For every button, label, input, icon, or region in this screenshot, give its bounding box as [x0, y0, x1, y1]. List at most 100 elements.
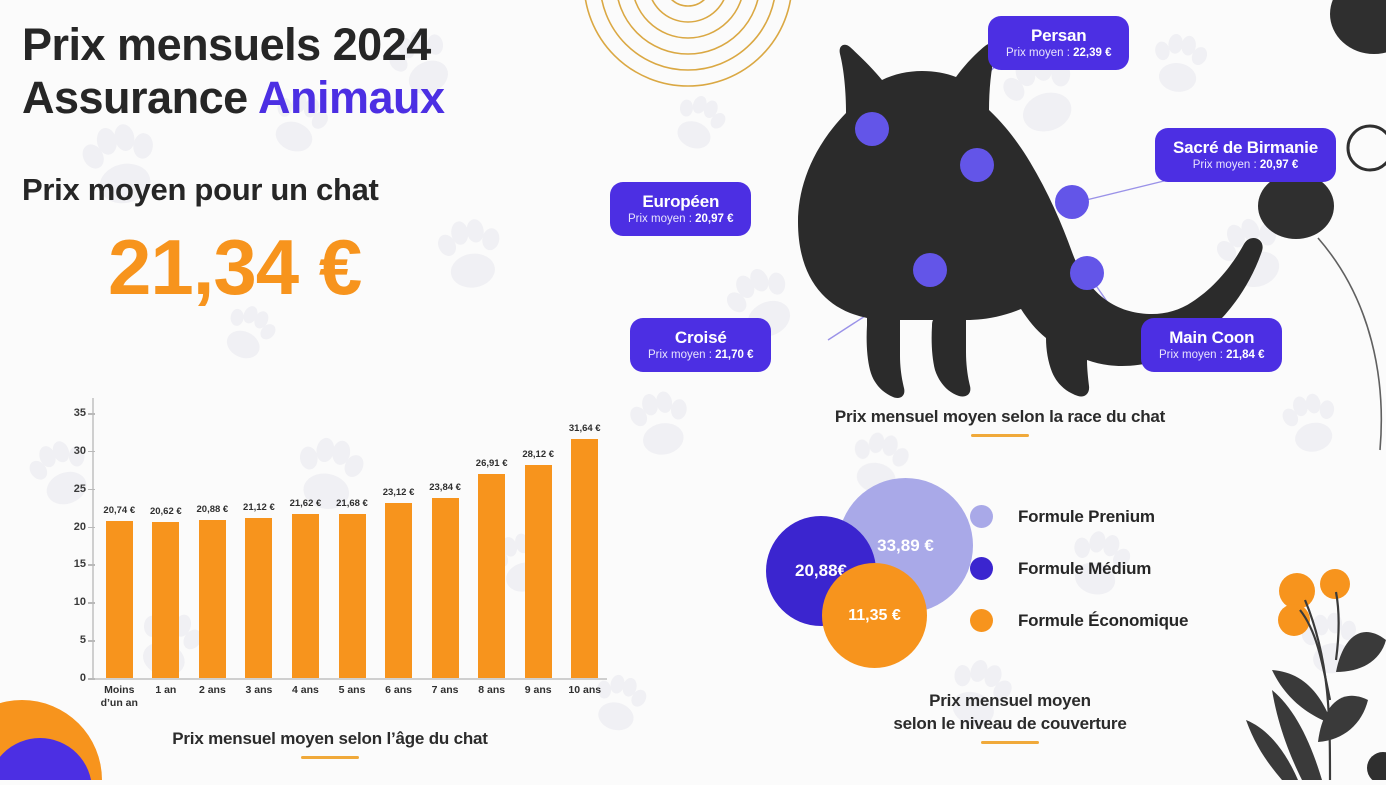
title-line-2: Assurance Animaux — [22, 71, 445, 124]
bar-value-label: 23,12 € — [382, 487, 415, 499]
bar-column[interactable]: 21,68 € — [329, 398, 376, 678]
caption-line-2: selon le niveau de couverture — [893, 713, 1127, 733]
bar[interactable] — [291, 514, 319, 678]
legend-color-dot — [970, 505, 993, 528]
breed-name: Main Coon — [1169, 328, 1255, 347]
x-axis-line — [92, 678, 607, 680]
breed-name: Européen — [642, 192, 720, 211]
subtitle: Prix moyen pour un chat — [22, 172, 379, 207]
coverage-legend: Formule Prenium Formule Médium Formule Éco… — [970, 505, 1188, 661]
bar-value-label: 20,88 € — [196, 504, 229, 515]
marker-dot-persan — [960, 148, 994, 182]
breed-name: Sacré de Birmanie — [1173, 138, 1318, 157]
x-axis-tick-label: 9 ans — [524, 684, 552, 696]
corner-circles-bottom-left — [0, 700, 102, 785]
bar-value-label: 31,64 € — [568, 422, 601, 434]
bar[interactable] — [385, 503, 413, 678]
breed-price-value: 22,39 € — [1073, 47, 1112, 60]
breed-price-value: 20,97 € — [1259, 159, 1299, 172]
age-bar-chart: 0 5 10 15 20 25 30 35 20,74 € 20,62 € 20,88 € 21,1… — [42, 398, 612, 718]
y-axis-line — [92, 398, 94, 678]
breed-marker-dots — [855, 112, 1104, 290]
bar-column[interactable]: 21,12 € — [236, 398, 283, 678]
age-chart-caption: Prix mensuel moyen selon l’âge du chat — [140, 728, 520, 759]
breed-price-label: Prix moyen : — [1192, 159, 1260, 172]
bar-column[interactable]: 28,12 € — [515, 398, 562, 678]
y-axis-tick — [88, 640, 95, 642]
caption-text: Prix mensuel moyen selon la race du chat — [834, 407, 1166, 426]
bar[interactable] — [478, 474, 506, 678]
x-axis-tick-label: Moins d’un an — [100, 684, 138, 710]
y-axis-tick — [88, 526, 95, 529]
bar-column[interactable]: 20,62 € — [143, 398, 190, 678]
y-axis-tick-label: 10 — [73, 596, 86, 609]
breed-price: Prix moyen : 20,97 € — [1173, 159, 1318, 171]
bar-column[interactable]: 23,84 € — [422, 398, 469, 678]
plant-decoration — [1246, 569, 1386, 781]
bar[interactable] — [198, 520, 226, 678]
bar-value-label: 20,62 € — [149, 505, 182, 517]
bar[interactable] — [338, 513, 366, 678]
breed-callout-persan[interactable]: Persan Prix moyen : 22,39 € — [988, 16, 1130, 71]
coverage-chart-caption: Prix mensuel moyen selon le niveau de co… — [845, 690, 1175, 744]
breed-price-value: 21,84 € — [1226, 349, 1265, 362]
legend-label: Formule Économique — [1018, 610, 1189, 630]
breed-price: Prix moyen : 21,84 € — [1159, 349, 1264, 361]
average-price-value: 21,34 € — [108, 223, 362, 311]
bar[interactable] — [245, 518, 273, 678]
y-axis-tick — [88, 564, 95, 566]
bar-value-label: 23,84 € — [429, 481, 461, 493]
breed-callout-europeen[interactable]: Européen Prix moyen : 20,97 € — [610, 182, 752, 237]
title-line-1: Prix mensuels 2024 — [22, 19, 431, 70]
legend-row[interactable]: Formule Prenium — [970, 505, 1188, 528]
legend-color-dot — [970, 557, 993, 580]
breed-callout-croise[interactable]: Croisé Prix moyen : 21,70 € — [630, 318, 772, 373]
legend-row[interactable]: Formule Médium — [970, 557, 1188, 580]
bar-series: 20,74 € 20,62 € 20,88 € 21,12 € 21,62 € 21,68… — [96, 398, 608, 678]
bar-value-label: 21,12 € — [243, 502, 275, 514]
caption-underline — [981, 740, 1039, 744]
thin-arc-decoration — [1317, 237, 1383, 451]
title-prefix: Assurance — [22, 72, 258, 124]
x-axis-tick-label: 5 ans — [338, 684, 366, 696]
coverage-bubble-chart: 20,88€ 33,89 € 11,35 € — [760, 468, 990, 668]
bar[interactable] — [152, 521, 180, 678]
bar-value-label: 21,68 € — [336, 497, 368, 509]
y-axis-tick — [88, 678, 95, 680]
bar-value-label: 21,62 € — [289, 498, 322, 510]
breed-callout-birmanie[interactable]: Sacré de Birmanie Prix moyen : 20,97 € — [1155, 128, 1336, 183]
dark-dot-decoration — [1367, 752, 1386, 784]
legend-row[interactable]: Formule Économique — [970, 609, 1188, 632]
breed-price: Prix moyen : 20,97 € — [628, 213, 733, 225]
y-axis-tick-label: 5 — [79, 634, 86, 647]
bar-column[interactable]: 26,91 € — [468, 398, 515, 678]
breed-callout-maincoon[interactable]: Main Coon Prix moyen : 21,84 € — [1141, 318, 1283, 373]
breed-price-label: Prix moyen : — [1159, 349, 1227, 362]
bar-column[interactable]: 23,12 € — [375, 398, 422, 678]
y-axis-tick — [88, 413, 95, 415]
legend-color-dot — [970, 609, 993, 632]
legend-label: Formule Médium — [1018, 558, 1152, 578]
breed-chart-caption: Prix mensuel moyen selon la race du chat — [790, 406, 1210, 437]
bar-column[interactable]: 20,88 € — [189, 398, 236, 678]
bar[interactable] — [524, 465, 552, 678]
y-axis-tick-label: 30 — [73, 444, 86, 457]
breed-price-value: 20,97 € — [695, 213, 734, 226]
bar-column[interactable]: 31,64 € — [561, 398, 608, 678]
bar[interactable] — [431, 497, 459, 678]
y-axis-tick-label: 35 — [73, 407, 86, 420]
bar[interactable] — [571, 438, 599, 678]
breed-price-label: Prix moyen : — [648, 349, 716, 362]
bar-column[interactable]: 21,62 € — [282, 398, 329, 678]
breed-price: Prix moyen : 21,70 € — [648, 349, 753, 361]
page-title: Prix mensuels 2024 Assurance Animaux — [22, 18, 445, 124]
bar[interactable] — [105, 521, 133, 678]
y-axis-tick-label: 20 — [73, 520, 86, 533]
x-axis-tick-label: 10 ans — [568, 684, 602, 696]
cat-silhouette — [798, 43, 1263, 398]
bubble-economique[interactable]: 11,35 € — [822, 563, 927, 668]
bar-value-label: 26,91 € — [475, 458, 508, 470]
marker-dot-maincoon — [1070, 256, 1104, 290]
bar-column[interactable]: 20,74 € — [96, 398, 143, 678]
